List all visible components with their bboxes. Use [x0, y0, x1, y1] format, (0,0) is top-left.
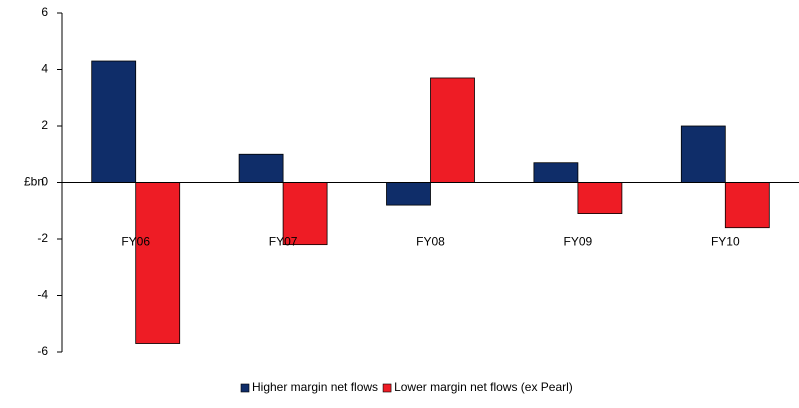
legend-swatch: [382, 383, 392, 393]
y-tick-label: 6: [41, 5, 48, 19]
y-axis-label: £bn: [24, 175, 44, 189]
x-tick-label: FY06: [121, 235, 150, 249]
legend-label: Higher margin net flows: [252, 380, 378, 394]
x-tick-label: FY09: [564, 235, 593, 249]
x-tick-label: FY07: [269, 235, 298, 249]
y-tick-label: 0: [41, 175, 48, 189]
bar: [680, 125, 726, 183]
legend-label: Lower margin net flows (ex Pearl): [394, 380, 573, 394]
bar: [91, 60, 137, 183]
x-tick-label: FY10: [711, 235, 740, 249]
bar: [238, 153, 284, 183]
bar: [577, 182, 623, 214]
bar: [724, 182, 770, 229]
y-tick-label: 4: [41, 62, 48, 76]
legend-swatch: [240, 383, 250, 393]
bar: [135, 182, 181, 344]
bar: [533, 162, 579, 183]
y-tick-label: 2: [41, 118, 48, 132]
y-tick-label: -4: [37, 288, 48, 302]
bar: [282, 182, 328, 246]
y-tick-label: -6: [37, 344, 48, 358]
bar: [430, 77, 475, 183]
x-tick-label: FY08: [416, 235, 445, 249]
bar: [386, 182, 431, 206]
y-tick-label: -2: [37, 231, 48, 245]
